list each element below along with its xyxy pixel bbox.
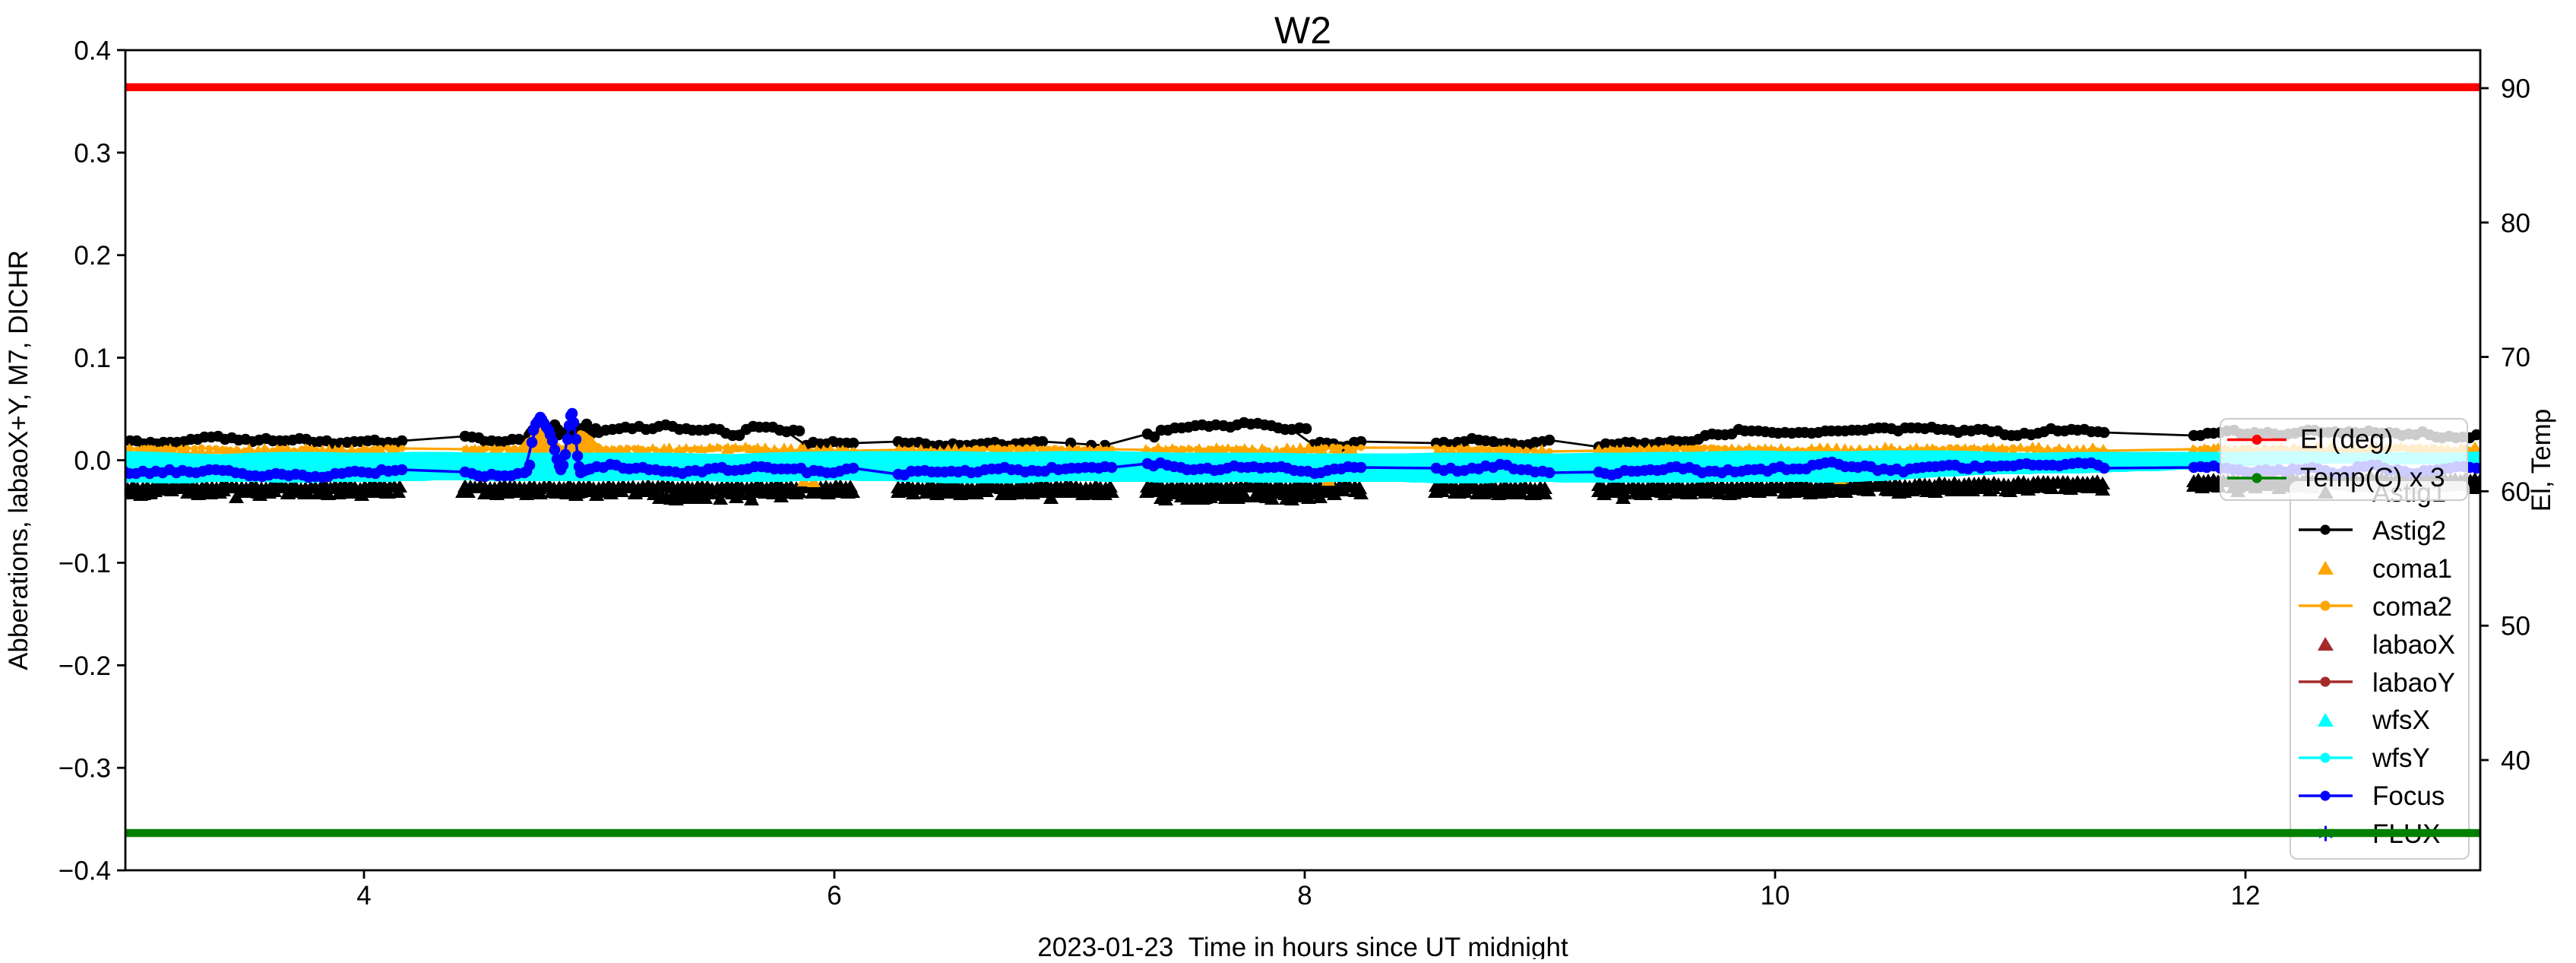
svg-text:wfsY: wfsY xyxy=(2372,743,2430,773)
svg-text:2023-01-23 Time in hours sinc: 2023-01-23 Time in hours since UT midnig… xyxy=(1037,933,1568,959)
svg-text:0.1: 0.1 xyxy=(74,344,111,373)
svg-text:Focus: Focus xyxy=(2372,781,2445,811)
svg-text:W2: W2 xyxy=(1274,9,1331,52)
svg-text:coma2: coma2 xyxy=(2372,592,2452,622)
svg-text:Abberations, labaoX+Y, M7, DIC: Abberations, labaoX+Y, M7, DICHR xyxy=(4,250,33,670)
svg-text:wfsX: wfsX xyxy=(2372,705,2430,735)
svg-text:90: 90 xyxy=(2501,74,2530,104)
svg-text:0.3: 0.3 xyxy=(74,138,111,168)
svg-text:0.0: 0.0 xyxy=(74,446,111,476)
svg-text:Temp(C) x 3: Temp(C) x 3 xyxy=(2300,463,2445,493)
svg-text:Astig2: Astig2 xyxy=(2372,516,2446,546)
svg-text:labaoY: labaoY xyxy=(2372,668,2455,698)
svg-text:12: 12 xyxy=(2231,881,2261,911)
svg-text:6: 6 xyxy=(827,881,841,911)
svg-text:40: 40 xyxy=(2501,746,2530,776)
svg-text:−0.4: −0.4 xyxy=(59,857,111,886)
svg-text:0.2: 0.2 xyxy=(74,241,111,271)
svg-text:coma1: coma1 xyxy=(2372,554,2452,584)
svg-text:El, Temp: El, Temp xyxy=(2527,409,2556,512)
svg-text:labaoX: labaoX xyxy=(2372,630,2455,660)
svg-text:8: 8 xyxy=(1297,881,1312,911)
svg-text:4: 4 xyxy=(356,881,371,911)
svg-text:−0.3: −0.3 xyxy=(59,754,111,784)
svg-text:80: 80 xyxy=(2501,208,2530,238)
svg-text:70: 70 xyxy=(2501,343,2530,372)
svg-text:−0.2: −0.2 xyxy=(59,651,111,681)
svg-text:10: 10 xyxy=(1761,881,1790,911)
svg-text:0.4: 0.4 xyxy=(74,36,111,65)
svg-text:El (deg): El (deg) xyxy=(2300,425,2394,455)
svg-text:−0.1: −0.1 xyxy=(59,549,111,578)
svg-text:50: 50 xyxy=(2501,612,2530,641)
svg-text:60: 60 xyxy=(2501,477,2530,507)
